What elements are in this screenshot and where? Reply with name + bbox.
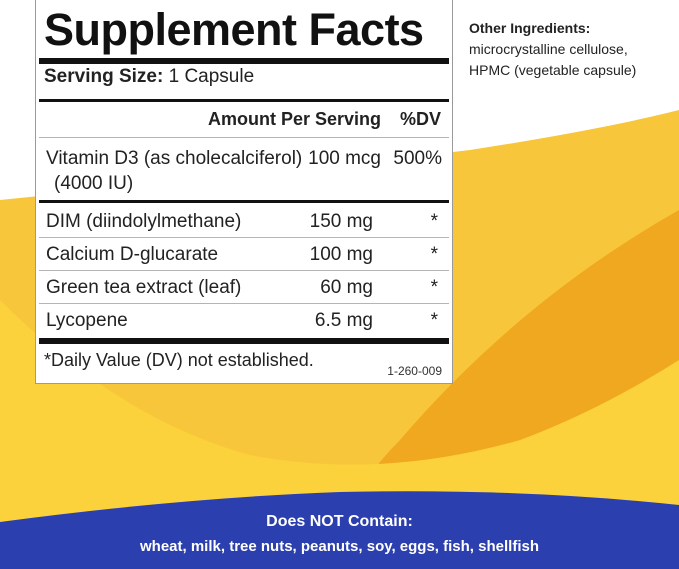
supplement-facts-panel: Supplement Facts Serving Size: 1 Capsule… (35, 0, 453, 384)
nutrient-dv: 500% (393, 148, 442, 169)
nutrient-dv: * (430, 211, 438, 232)
nutrient-dv: * (430, 310, 438, 331)
divider-thin (39, 270, 449, 271)
allergen-banner-heading: Does NOT Contain: (266, 513, 413, 530)
daily-value-footnote: *Daily Value (DV) not established. (44, 350, 314, 370)
other-ingredients-line: microcrystalline cellulose, (469, 41, 628, 57)
serving-size-label: Serving Size: (44, 66, 164, 87)
nutrient-amount: 150 mg (309, 211, 373, 232)
nutrient-dv: * (430, 277, 438, 298)
nutrient-subname: (4000 IU) (54, 173, 134, 194)
allergen-banner-list: wheat, milk, tree nuts, peanuts, soy, eg… (140, 538, 539, 555)
nutrient-name: Vitamin D3 (as cholecalciferol) (46, 148, 303, 169)
dv-header: %DV (400, 109, 442, 129)
divider-thick (39, 338, 449, 344)
nutrient-name: Calcium D-glucarate (46, 244, 219, 265)
divider-thin (39, 303, 449, 304)
nutrient-amount: 6.5 mg (314, 310, 373, 331)
nutrient-amount: 100 mg (309, 244, 373, 265)
product-code: 1-260-009 (387, 364, 442, 378)
other-ingredients-heading: Other Ingredients: (469, 20, 591, 36)
nutrient-name: DIM (diindolylmethane) (46, 211, 242, 232)
serving-size-value: 1 Capsule (168, 66, 255, 87)
nutrient-name: Green tea extract (leaf) (46, 277, 242, 298)
nutrient-amount: 60 mg (320, 277, 373, 298)
blue-banner-shape (0, 491, 679, 569)
nutrient-dv: * (430, 244, 438, 265)
other-ingredients: Other Ingredients: microcrystalline cell… (469, 18, 636, 81)
divider-medium (39, 200, 449, 203)
divider-thick (39, 58, 449, 64)
divider-thin (39, 137, 449, 138)
amount-per-serving-header: Amount Per Serving (208, 109, 382, 129)
nutrient-amount: 100 mcg (308, 148, 381, 169)
nutrient-name: Lycopene (46, 310, 128, 331)
serving-size: Serving Size: 1 Capsule (44, 66, 254, 88)
other-ingredients-line: HPMC (vegetable capsule) (469, 62, 637, 78)
divider-thin (39, 237, 449, 238)
facts-title: Supplement Facts (44, 4, 424, 55)
divider-medium (39, 99, 449, 102)
